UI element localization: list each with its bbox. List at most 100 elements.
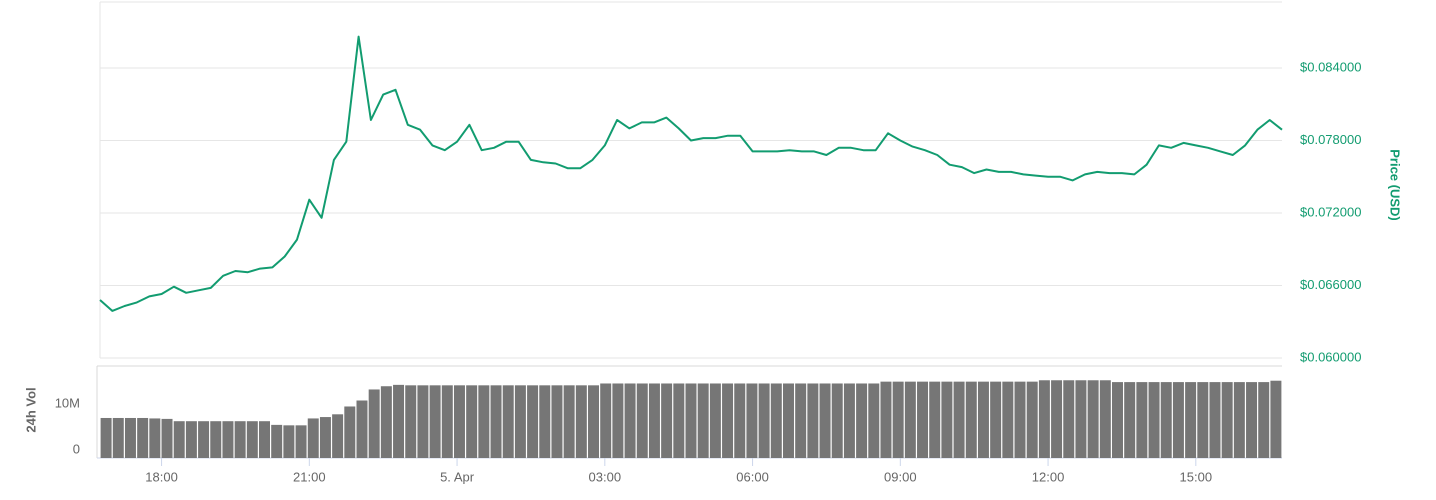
volume-bar (892, 381, 904, 458)
x-tick-label: 5. Apr (440, 469, 475, 484)
volume-bar (661, 383, 673, 458)
volume-bar (307, 418, 319, 458)
x-tick-label: 12:00 (1032, 469, 1065, 484)
volume-bar (880, 381, 892, 458)
volume-bar (770, 383, 782, 458)
volume-bar (332, 414, 344, 458)
volume-bar (259, 421, 270, 458)
x-tick-label: 21:00 (293, 469, 326, 484)
x-tick-label: 06:00 (736, 469, 769, 484)
volume-bar (758, 383, 770, 458)
volume-bar (124, 417, 136, 458)
volume-bar (185, 421, 197, 458)
volume-bar (1002, 381, 1014, 458)
volume-bar (1136, 382, 1148, 458)
volume-bar (393, 384, 405, 458)
volume-bar (624, 383, 636, 458)
x-tick-label: 18:00 (145, 469, 178, 484)
volume-bar (137, 417, 149, 458)
volume-bar (1197, 382, 1209, 458)
volume-bar (502, 385, 514, 458)
volume-bar (965, 381, 977, 458)
volume-bar (917, 381, 929, 458)
volume-bar (1185, 382, 1197, 458)
volume-bar (222, 421, 234, 458)
volume-bar (746, 383, 758, 458)
y-tick-label: $0.078000 (1300, 132, 1361, 147)
volume-bar (722, 383, 734, 458)
volume-bar (295, 425, 307, 458)
volume-bar (380, 386, 392, 458)
volume-bar (977, 381, 989, 458)
volume-bar (953, 381, 965, 458)
volume-bar (149, 418, 161, 458)
volume-bar (856, 383, 868, 458)
volume-bar (1160, 382, 1172, 458)
y-axis-label: Price (USD) (1388, 149, 1403, 221)
volume-bar (100, 417, 112, 458)
volume-bar (1026, 381, 1038, 458)
volume-bar (234, 421, 246, 458)
volume-bar (1124, 382, 1136, 458)
volume-bar (563, 385, 575, 458)
volume-bar (441, 385, 453, 458)
volume-bar (1148, 382, 1160, 458)
volume-bar (807, 383, 819, 458)
x-tick-label: 09:00 (884, 469, 917, 484)
volume-bar (246, 421, 258, 458)
price-line (99, 35, 1283, 312)
y-tick-label: $0.072000 (1300, 204, 1361, 219)
y-tick-label: 10M (55, 395, 80, 410)
volume-bar (490, 385, 502, 458)
volume-bar (868, 383, 880, 458)
y-tick-label: $0.060000 (1300, 349, 1361, 364)
volume-bar (697, 383, 709, 458)
volume-bar (198, 421, 210, 458)
volume-bar (344, 406, 356, 458)
volume-bar (1233, 382, 1245, 458)
volume-bar (941, 381, 953, 458)
volume-bar (210, 421, 222, 458)
volume-bar (1038, 380, 1050, 458)
volume-bar (1063, 380, 1075, 458)
volume-bar (612, 383, 624, 458)
x-tick-label: 15:00 (1180, 469, 1213, 484)
volume-bar (1270, 380, 1282, 458)
volume-bar (527, 385, 539, 458)
volume-bar (636, 383, 648, 458)
volume-bar (1112, 382, 1123, 458)
volume-bar (405, 385, 417, 458)
volume-bar (417, 385, 429, 458)
volume-bar (356, 400, 368, 458)
y-tick-label: $0.084000 (1300, 59, 1361, 74)
volume-bar (112, 417, 124, 458)
volume-bar (453, 385, 465, 458)
volume-bar (795, 383, 807, 458)
volume-bar (1209, 382, 1221, 458)
volume-bar (990, 381, 1002, 458)
volume-bar (904, 381, 916, 458)
volume-bar (161, 418, 173, 458)
volume-bar (1099, 380, 1111, 458)
volume-bar (319, 417, 331, 458)
volume-bar (819, 383, 831, 458)
volume-bar (734, 383, 746, 458)
volume-bar (1014, 381, 1026, 458)
y-tick-label: 0 (73, 441, 80, 456)
volume-bar (466, 385, 478, 458)
volume-bar (575, 385, 587, 458)
volume-bar (588, 385, 600, 458)
volume-bar (551, 385, 563, 458)
volume-bar (514, 385, 526, 458)
volume-bar (1075, 380, 1087, 458)
volume-bar (1221, 382, 1233, 458)
volume-bar (600, 383, 612, 458)
volume-bar (1246, 382, 1258, 458)
volume-bar (1051, 380, 1063, 458)
volume-bar (648, 383, 660, 458)
volume-bar (831, 383, 843, 458)
volume-bar (368, 389, 380, 458)
volume-bar (271, 424, 283, 458)
volume-bar (283, 425, 295, 458)
